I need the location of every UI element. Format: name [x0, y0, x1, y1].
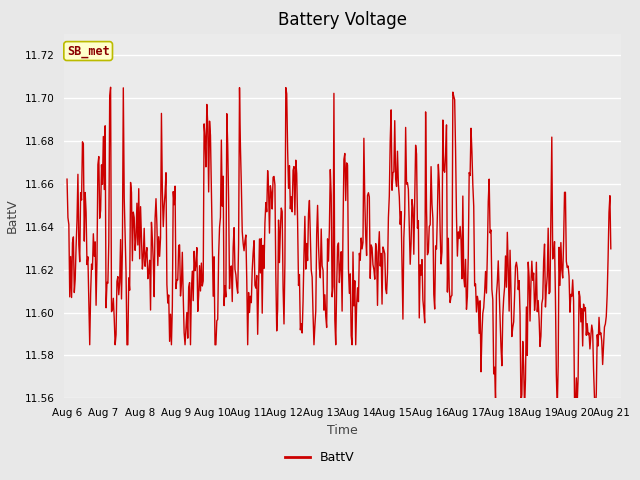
Text: SB_met: SB_met	[67, 45, 109, 58]
Y-axis label: BattV: BattV	[6, 199, 19, 233]
Legend: BattV: BattV	[280, 446, 360, 469]
X-axis label: Time: Time	[327, 424, 358, 437]
Title: Battery Voltage: Battery Voltage	[278, 11, 407, 29]
